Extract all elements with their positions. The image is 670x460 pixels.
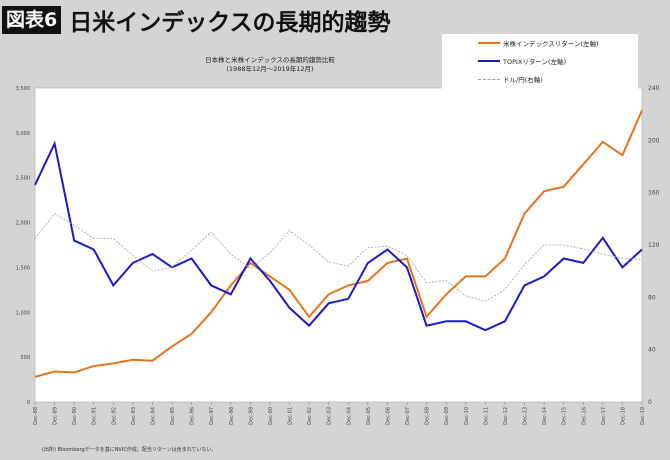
series-line-1 (34, 140, 643, 332)
y-right-tick-label: 240 (648, 85, 660, 92)
legend-label: ドル/円(右軸) (503, 76, 543, 84)
x-tick-label: Dec-94 (150, 407, 156, 425)
x-tick-label: Dec-18 (620, 407, 626, 425)
legend-item-us: 米株インデックスリターン(左軸) (442, 34, 638, 52)
legend-label: 米株インデックスリターン(左軸) (503, 40, 599, 48)
y-left-tick-label: 2,500 (16, 176, 30, 182)
x-tick-label: Dec-99 (248, 407, 254, 425)
x-tick-label: Dec-95 (170, 407, 176, 425)
legend-swatch (478, 60, 500, 62)
x-tick-label: Dec-11 (483, 407, 489, 425)
chart-title: 日本株と米株インデックスの長期的趨勢比較 (205, 56, 335, 64)
y-left-tick-label: 2,000 (16, 221, 30, 227)
page-title: 日米インデックスの長期的趨勢 (69, 10, 391, 36)
y-right-tick-label: 40 (648, 347, 656, 354)
y-left-tick-label: 3,500 (16, 86, 30, 92)
chart-subtitle: (1988年12月～2019年12月) (226, 65, 314, 73)
x-tick-label: Dec-92 (111, 407, 117, 425)
x-tick-label: Dec-00 (268, 407, 274, 425)
plot-area (34, 87, 643, 403)
footnote: (出所) Bloombergデータを基にNVIC作成。配当リターンは含まれていな… (42, 447, 217, 453)
y-left-tick-label: 500 (20, 355, 30, 361)
x-tick-label: Dec-08 (425, 407, 431, 425)
x-tick-label: Dec-91 (92, 407, 98, 425)
legend-swatch (478, 78, 500, 80)
x-tick-label: Dec-97 (209, 407, 215, 425)
x-tick-label: Dec-01 (288, 407, 294, 425)
y-right-tick-label: 80 (648, 294, 656, 301)
x-tick-label: Dec-13 (523, 407, 529, 425)
legend-item-topix: TOPIXリターン(左軸) (442, 52, 638, 70)
x-tick-label: Dec-03 (327, 407, 333, 425)
x-tick-label: Dec-14 (542, 407, 548, 425)
x-tick-label: Dec-06 (385, 407, 391, 425)
figure-badge: 図表6 (2, 6, 62, 34)
x-tick-label: Dec-07 (405, 407, 411, 425)
y-right-tick-label: 120 (648, 242, 660, 249)
chart-title-block: 日本株と米株インデックスの長期的趨勢比較 (1988年12月～2019年12月) (180, 56, 360, 74)
x-tick-label: Dec-96 (190, 407, 196, 425)
x-tick-label: Dec-15 (562, 407, 568, 425)
x-tick-label: Dec-93 (131, 407, 137, 425)
x-tick-label: Dec-16 (581, 407, 587, 425)
legend-item-usdjpy: ドル/円(右軸) (442, 70, 638, 88)
y-left-tick-label: 1,000 (16, 310, 30, 316)
x-tick-label: Dec-88 (33, 407, 39, 425)
x-tick-label: Dec-98 (229, 407, 235, 425)
x-tick-label: Dec-02 (307, 407, 313, 425)
x-tick-label: Dec-17 (601, 407, 607, 425)
y-left-tick-label: 0 (27, 400, 30, 406)
y-left-tick-label: 1,500 (16, 265, 30, 271)
y-right-tick-label: 200 (648, 137, 660, 144)
x-tick-label: Dec-19 (640, 407, 646, 425)
x-tick-label: Dec-09 (444, 407, 450, 425)
x-tick-label: Dec-10 (464, 407, 470, 425)
legend: 米株インデックスリターン(左軸) TOPIXリターン(左軸) ドル/円(右軸) (442, 34, 638, 90)
header: 図表6 日米インデックスの長期的趨勢 (2, 3, 391, 37)
x-tick-label: Dec-89 (53, 407, 59, 425)
y-right-tick-label: 0 (648, 399, 652, 406)
x-tick-label: Dec-05 (366, 407, 372, 425)
series-line-2 (34, 213, 643, 302)
legend-label: TOPIXリターン(左軸) (503, 58, 567, 66)
x-tick-label: Dec-90 (72, 407, 78, 425)
series-line-0 (34, 109, 643, 378)
y-right-tick-label: 160 (648, 190, 660, 197)
legend-swatch (478, 42, 500, 44)
x-tick-label: Dec-12 (503, 407, 509, 425)
y-left-tick-label: 3,000 (16, 131, 30, 137)
x-tick-label: Dec-04 (346, 407, 352, 425)
